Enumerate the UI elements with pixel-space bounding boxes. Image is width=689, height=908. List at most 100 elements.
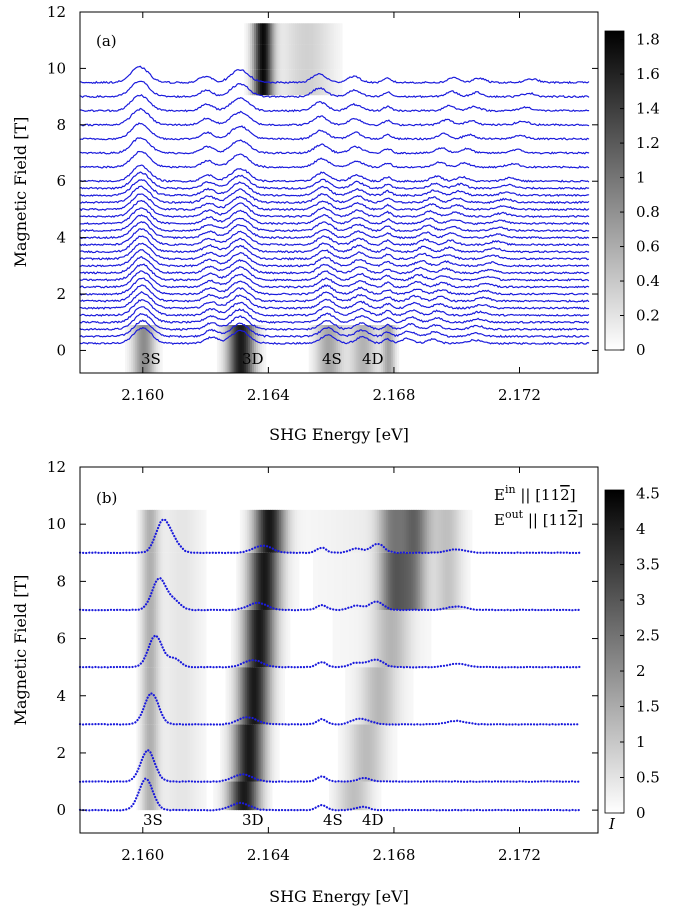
heatmap-cell xyxy=(270,552,273,610)
heatmap-cell xyxy=(198,667,202,725)
heatmap-cell xyxy=(273,44,277,70)
heatmap-cell xyxy=(396,667,400,725)
heatmap-cell xyxy=(389,509,393,553)
heatmap-cell xyxy=(188,724,191,782)
heatmap-cell xyxy=(166,781,170,811)
heatmap-cell xyxy=(248,667,252,725)
heatmap-cell xyxy=(371,509,375,553)
heatmap-cell xyxy=(238,781,241,811)
heatmap-cell xyxy=(232,724,236,782)
heatmap-cell xyxy=(150,724,154,782)
heatmap-cell xyxy=(193,724,196,782)
heatmap-cell xyxy=(275,509,278,553)
heatmap-cell xyxy=(432,552,435,610)
data-trace xyxy=(79,122,590,141)
heatmap-cell xyxy=(214,781,218,811)
data-trace xyxy=(79,242,590,261)
heatmap-cell xyxy=(357,552,360,610)
heatmap-cell xyxy=(444,552,448,610)
data-trace xyxy=(79,193,590,212)
heatmap-cell xyxy=(252,23,255,45)
heatmap-cell xyxy=(348,509,352,553)
heatmap-cell xyxy=(257,724,261,782)
colorbar-tick-label: 3 xyxy=(636,591,646,609)
heatmap-cell xyxy=(182,667,186,725)
heatmap-cell xyxy=(371,609,375,668)
heatmap-cell xyxy=(154,325,157,373)
heatmap-cell xyxy=(145,509,148,553)
heatmap-cell xyxy=(295,552,298,610)
heatmap-cell xyxy=(455,552,459,610)
heatmap-cell xyxy=(444,509,448,553)
heatmap-cell xyxy=(361,552,364,610)
heatmap-cell xyxy=(239,509,243,553)
heatmap-cell xyxy=(378,781,382,811)
heatmap-cell xyxy=(327,552,330,610)
heatmap-cell xyxy=(345,667,348,725)
heatmap-cell xyxy=(395,724,398,782)
heatmap-cell xyxy=(277,23,281,45)
legend-e-out: E xyxy=(494,511,505,529)
heatmap-cell xyxy=(355,781,359,811)
heatmap-cell xyxy=(306,69,310,96)
heatmap-cell xyxy=(254,667,257,725)
heatmap-cell xyxy=(132,325,136,373)
heatmap-cell xyxy=(257,325,261,373)
heatmap-cell xyxy=(414,609,418,668)
heatmap-cell xyxy=(439,552,442,610)
legend-b: Ein || [112] Eout || [112] xyxy=(494,483,583,529)
data-trace xyxy=(78,748,581,783)
heatmap-cell xyxy=(350,509,353,553)
heatmap-cell xyxy=(287,552,291,610)
heatmap-cell xyxy=(316,23,320,45)
heatmap-cell xyxy=(389,552,393,610)
heatmap-cell xyxy=(332,609,335,668)
heatmap-cell xyxy=(366,509,369,553)
heatmap-cell xyxy=(223,724,227,782)
heatmap-cell xyxy=(170,724,173,782)
heatmap-cell xyxy=(293,552,296,610)
heatmap-cell xyxy=(316,509,319,553)
heatmap-cell xyxy=(275,552,278,610)
heatmap-cell xyxy=(202,781,205,811)
heatmap-cell xyxy=(195,552,198,610)
heatmap-cell xyxy=(377,667,380,725)
heatmap-cell xyxy=(339,609,343,668)
heatmap-cell xyxy=(341,509,344,553)
heatmap-cell xyxy=(382,609,385,668)
heatmap-cell xyxy=(312,552,316,610)
annotation-3d-a: 3D xyxy=(242,350,264,368)
heatmap-cell xyxy=(175,667,178,725)
heatmap-cell xyxy=(163,667,166,725)
heatmap-cell xyxy=(160,325,163,373)
heatmap-cell xyxy=(393,552,396,610)
heatmap-cell xyxy=(255,724,259,782)
heatmap-cell xyxy=(336,23,339,45)
heatmap-cell xyxy=(271,724,275,782)
heatmap-cell xyxy=(366,609,369,668)
heatmap-cell xyxy=(446,552,450,610)
heatmap-cell xyxy=(352,724,355,782)
heatmap-cell xyxy=(282,667,286,725)
heatmap-cell xyxy=(234,667,237,725)
heatmap-cell xyxy=(377,552,380,610)
heatmap-cell xyxy=(373,325,376,373)
heatmap-cell xyxy=(396,509,400,553)
heatmap-cell xyxy=(308,44,312,70)
heatmap-cell xyxy=(380,667,384,725)
heatmap-cell xyxy=(254,724,257,782)
heatmap-cell xyxy=(259,552,262,610)
heatmap-cell xyxy=(418,509,421,553)
heatmap-cell xyxy=(388,325,392,373)
annotation-4d-b: 4D xyxy=(362,811,384,829)
heatmap-cell xyxy=(318,509,321,553)
heatmap-cell xyxy=(182,609,186,668)
heatmap-cell xyxy=(279,44,282,70)
heatmap-cell xyxy=(155,724,159,782)
y-tick-label: 8 xyxy=(56,116,66,134)
heatmap-cell xyxy=(450,509,453,553)
heatmap-cell xyxy=(336,44,339,70)
data-trace xyxy=(79,284,590,303)
heatmap-cell xyxy=(375,724,378,782)
heatmap-cell xyxy=(264,509,268,553)
